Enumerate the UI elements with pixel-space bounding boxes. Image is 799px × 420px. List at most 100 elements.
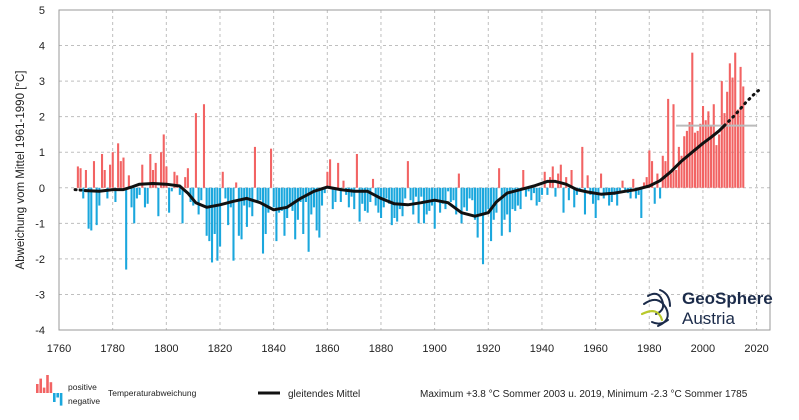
- bar-positive: [176, 175, 179, 188]
- bar-positive: [186, 168, 189, 188]
- bar-negative: [307, 187, 310, 252]
- bar-positive: [498, 168, 501, 188]
- bar-positive: [109, 164, 112, 188]
- bar-negative: [181, 187, 184, 224]
- bar-negative: [339, 187, 342, 202]
- bar-negative: [591, 187, 595, 204]
- bar-positive: [184, 177, 187, 188]
- bar-negative: [506, 187, 509, 215]
- bar-negative: [613, 187, 616, 195]
- bar-negative: [232, 187, 235, 261]
- bar-negative: [125, 187, 128, 270]
- bar-negative: [535, 187, 538, 206]
- legend-bar-positive: [36, 384, 39, 393]
- bar-positive: [76, 166, 79, 188]
- legend: positive negative Temperaturabweichung g…: [36, 375, 748, 406]
- y-tick-label: 3: [39, 76, 45, 88]
- legend-bar-positive: [49, 382, 53, 393]
- bar-negative: [460, 187, 463, 224]
- bar-negative: [524, 187, 527, 197]
- y-axis-title: Abweichung vom Mittel 1961-1990 [°C]: [15, 71, 27, 270]
- lines: [73, 86, 764, 218]
- legend-bar-positive: [39, 378, 42, 393]
- legend-bar-negative: [56, 393, 59, 398]
- bar-negative: [168, 187, 171, 213]
- x-tick-label: 1960: [583, 343, 607, 355]
- y-tick-label: 4: [39, 41, 45, 53]
- bar-positive: [683, 136, 686, 188]
- bar-positive: [586, 175, 589, 188]
- bar-negative: [302, 187, 305, 234]
- moving-average-dotted-start: [73, 188, 88, 193]
- bar-negative: [296, 187, 299, 220]
- x-tick-label: 2020: [744, 343, 768, 355]
- bar-positive: [221, 171, 224, 188]
- bar-negative: [616, 187, 619, 206]
- x-tick-label: 1860: [315, 343, 339, 355]
- x-tick-label: 1980: [637, 343, 661, 355]
- legend-deviation-label: Temperaturabweichung: [108, 388, 197, 398]
- legend-extremes-text: Maximum +3.8 °C Sommer 2003 u. 2019, Min…: [420, 389, 748, 400]
- bar-negative: [511, 187, 514, 210]
- bar-negative: [275, 187, 278, 242]
- bar-negative: [170, 187, 173, 192]
- bar-positive: [621, 180, 624, 188]
- y-tick-label: 1: [39, 147, 45, 159]
- bar-negative: [471, 187, 474, 201]
- bar-positive: [669, 173, 672, 188]
- legend-mean-label: gleitendes Mittel: [288, 389, 360, 400]
- bar-negative: [380, 187, 383, 218]
- bar-negative: [138, 187, 141, 195]
- bar-negative: [417, 187, 420, 224]
- bar-negative: [516, 187, 519, 206]
- bar-positive: [677, 146, 680, 188]
- bar-negative: [573, 187, 576, 208]
- bar-negative: [106, 187, 109, 199]
- bar-positive: [194, 113, 197, 188]
- bar-negative: [243, 187, 246, 206]
- bar-negative: [634, 187, 637, 199]
- bar-negative: [412, 187, 415, 215]
- bar-negative: [390, 187, 393, 226]
- bar-positive: [111, 152, 114, 188]
- y-tick-label: 0: [39, 183, 45, 195]
- bar-positive: [701, 106, 705, 188]
- bar-positive: [685, 130, 688, 188]
- bar-positive: [734, 52, 737, 188]
- x-tick-label: 1780: [100, 343, 124, 355]
- bar-positive: [100, 154, 104, 188]
- bar-positive: [712, 104, 715, 188]
- bar-positive: [699, 123, 702, 188]
- bar-negative: [318, 187, 321, 238]
- anomaly-bars: [76, 52, 745, 270]
- bar-negative: [361, 187, 364, 204]
- bar-positive: [739, 66, 742, 188]
- bar-positive: [326, 171, 329, 188]
- bar-negative: [353, 187, 356, 210]
- bar-positive: [151, 170, 155, 188]
- bar-positive: [127, 175, 130, 188]
- bar-negative: [490, 187, 493, 242]
- bar-negative: [256, 187, 259, 202]
- bar-positive: [141, 164, 144, 188]
- bar-negative: [227, 187, 230, 226]
- bar-negative: [532, 187, 536, 194]
- bar-negative: [431, 187, 434, 206]
- bar-negative: [259, 187, 262, 201]
- x-tick-label: 1800: [154, 343, 178, 355]
- bar-positive: [371, 178, 375, 188]
- bar-negative: [90, 187, 93, 231]
- bar-negative: [610, 187, 613, 202]
- bar-positive: [707, 111, 710, 188]
- y-tick-label: 5: [39, 5, 45, 17]
- bar-positive: [731, 77, 734, 188]
- bar-negative: [637, 187, 640, 195]
- bar-negative: [210, 187, 214, 263]
- bar-positive: [632, 178, 635, 188]
- bar-positive: [661, 155, 664, 188]
- bar-negative: [444, 187, 447, 210]
- legend-bar-negative: [59, 393, 63, 406]
- bar-positive: [117, 143, 120, 188]
- moving-average-line: [84, 124, 726, 218]
